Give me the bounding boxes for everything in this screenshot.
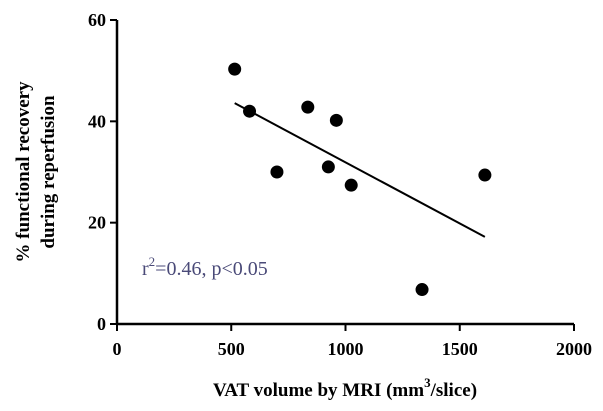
data-point — [415, 283, 429, 297]
x-tick-label: 1000 — [328, 339, 364, 359]
data-point — [344, 178, 358, 192]
y-axis-title: % functional recovery during reperfusion — [13, 81, 59, 263]
y-tick-label: 40 — [88, 111, 106, 131]
annotation-superscript: 2 — [149, 254, 156, 269]
data-point — [321, 160, 335, 174]
correlation-annotation: r2=0.46, p<0.05 — [142, 254, 268, 280]
x-tick-label: 500 — [218, 339, 245, 359]
annotation-prefix: r — [142, 258, 149, 280]
x-tick-label: 1500 — [442, 339, 478, 359]
y-ticks: 0 20 40 60 — [88, 10, 117, 334]
data-point — [270, 165, 284, 179]
annotation-statistics: =0.46, p<0.05 — [155, 258, 268, 280]
x-tick-label: 0 — [113, 339, 122, 359]
data-point — [329, 113, 343, 127]
x-axis-title-main: VAT volume by MRI (mm — [213, 380, 424, 401]
y-axis-title-line-1: % functional recovery — [13, 81, 34, 263]
y-tick-label: 0 — [97, 314, 106, 334]
trend-line — [234, 102, 486, 238]
data-point — [301, 100, 315, 114]
x-axis-title: VAT volume by MRI (mm3/slice) — [213, 375, 477, 401]
y-tick-label: 60 — [88, 10, 106, 30]
x-axis-title-superscript: 3 — [424, 375, 431, 390]
x-ticks: 0 500 1000 1500 2000 — [113, 324, 592, 359]
axes: 0 500 1000 1500 2000 0 20 40 60 — [88, 10, 592, 359]
x-axis-title-tail: /slice) — [430, 380, 477, 401]
y-tick-label: 20 — [88, 213, 106, 233]
data-point — [228, 62, 242, 76]
x-tick-label: 2000 — [556, 339, 592, 359]
y-axis-title-line-2: during reperfusion — [38, 95, 59, 249]
data-point — [478, 168, 492, 182]
